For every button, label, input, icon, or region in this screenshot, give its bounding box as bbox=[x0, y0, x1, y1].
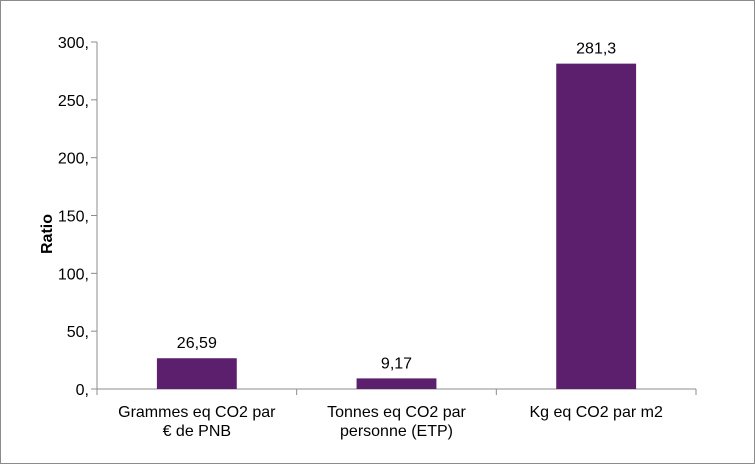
y-tick-label: 300, bbox=[58, 35, 89, 52]
data-label: 26,59 bbox=[177, 335, 217, 352]
x-tick-label: € de PNB bbox=[163, 423, 231, 440]
bar bbox=[556, 63, 637, 389]
bar bbox=[356, 378, 437, 389]
y-tick-label: 150, bbox=[58, 209, 89, 226]
x-tick-label: Tonnes eq CO2 par bbox=[327, 404, 466, 421]
x-tick-label: Kg eq CO2 par m2 bbox=[529, 404, 663, 421]
y-tick-label: 0, bbox=[76, 382, 89, 399]
bars bbox=[156, 63, 637, 389]
value-labels: 26,59 9,17 281,3 bbox=[177, 41, 616, 373]
y-tick-label: 100, bbox=[58, 266, 89, 283]
data-label: 9,17 bbox=[381, 355, 412, 372]
y-axis: 0, 50, 100, 150, 200, 250, 300, bbox=[58, 35, 98, 399]
y-axis-title: Ratio bbox=[39, 214, 56, 254]
y-tick-label: 50, bbox=[67, 324, 89, 341]
y-tick-label: 250, bbox=[58, 93, 89, 110]
x-tick-label: personne (ETP) bbox=[340, 423, 453, 440]
y-tick-label: 200, bbox=[58, 151, 89, 168]
x-axis: Grammes eq CO2 par € de PNB Tonnes eq CO2 … bbox=[96, 388, 697, 440]
x-tick-label: Grammes eq CO2 par bbox=[118, 404, 276, 421]
data-label: 281,3 bbox=[576, 41, 616, 58]
bar bbox=[156, 358, 237, 389]
